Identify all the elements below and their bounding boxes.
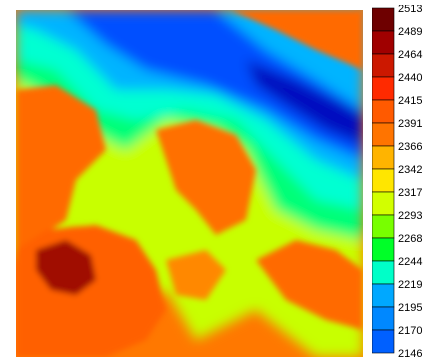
legend-swatch [372, 214, 395, 239]
legend-tick-label: 2391 [398, 118, 422, 130]
legend-swatch [372, 7, 395, 32]
legend-tick-label: 2440 [398, 72, 422, 84]
elevation-legend: 2513 2489 2464 2440 2415 2391 2366 2342 2317 2293… [372, 5, 422, 358]
legend-swatch [372, 168, 395, 193]
legend-tick-label: 2317 [398, 187, 422, 199]
legend-swatch [372, 53, 395, 78]
legend-swatch [372, 145, 395, 170]
legend-swatch [372, 191, 395, 216]
legend-tick-label: 2293 [398, 210, 422, 222]
terrain-top-right-corner [231, 10, 363, 70]
legend-tick-label: 2366 [398, 141, 422, 153]
legend-tick-label: 2219 [398, 279, 422, 291]
terrain-blue-channel [66, 10, 363, 160]
terrain-lightblue-band [16, 10, 363, 180]
legend-tick-label: 2489 [398, 26, 422, 38]
legend-swatch [372, 237, 395, 262]
legend-swatch [372, 30, 395, 55]
legend-swatch [372, 306, 395, 331]
legend-tick-label: 2268 [398, 233, 422, 245]
legend-swatch [372, 99, 395, 124]
terrain-plateau-bottom-right [256, 240, 363, 330]
terrain-deep-channel [246, 60, 363, 145]
terrain-plateau-center [156, 120, 256, 235]
terrain-plateau-bottom-center [166, 250, 226, 300]
legend-swatch [372, 329, 395, 354]
legend-tick-label: 2244 [398, 256, 422, 268]
elevation-map [16, 10, 363, 357]
legend-tick-label: 2464 [398, 49, 422, 61]
legend-tick-label: 2415 [398, 95, 422, 107]
legend-tick-label: 2195 [398, 302, 422, 314]
terrain-summit [36, 240, 96, 295]
legend-labels: 2513 2489 2464 2440 2415 2391 2366 2342 2317 2293… [398, 5, 422, 358]
legend-swatch [372, 260, 395, 285]
legend-tick-label: 2513 [398, 5, 422, 15]
legend-swatch [372, 283, 395, 308]
legend-swatches [372, 7, 395, 354]
elevation-map-image [16, 10, 363, 357]
legend-tick-label: 2170 [398, 325, 422, 337]
legend-swatch [372, 122, 395, 147]
legend-tick-label: 2342 [398, 164, 422, 176]
terrain-plateau-left [16, 85, 106, 250]
legend-tick-label: 2146 [398, 348, 422, 358]
legend-swatch [372, 76, 395, 101]
